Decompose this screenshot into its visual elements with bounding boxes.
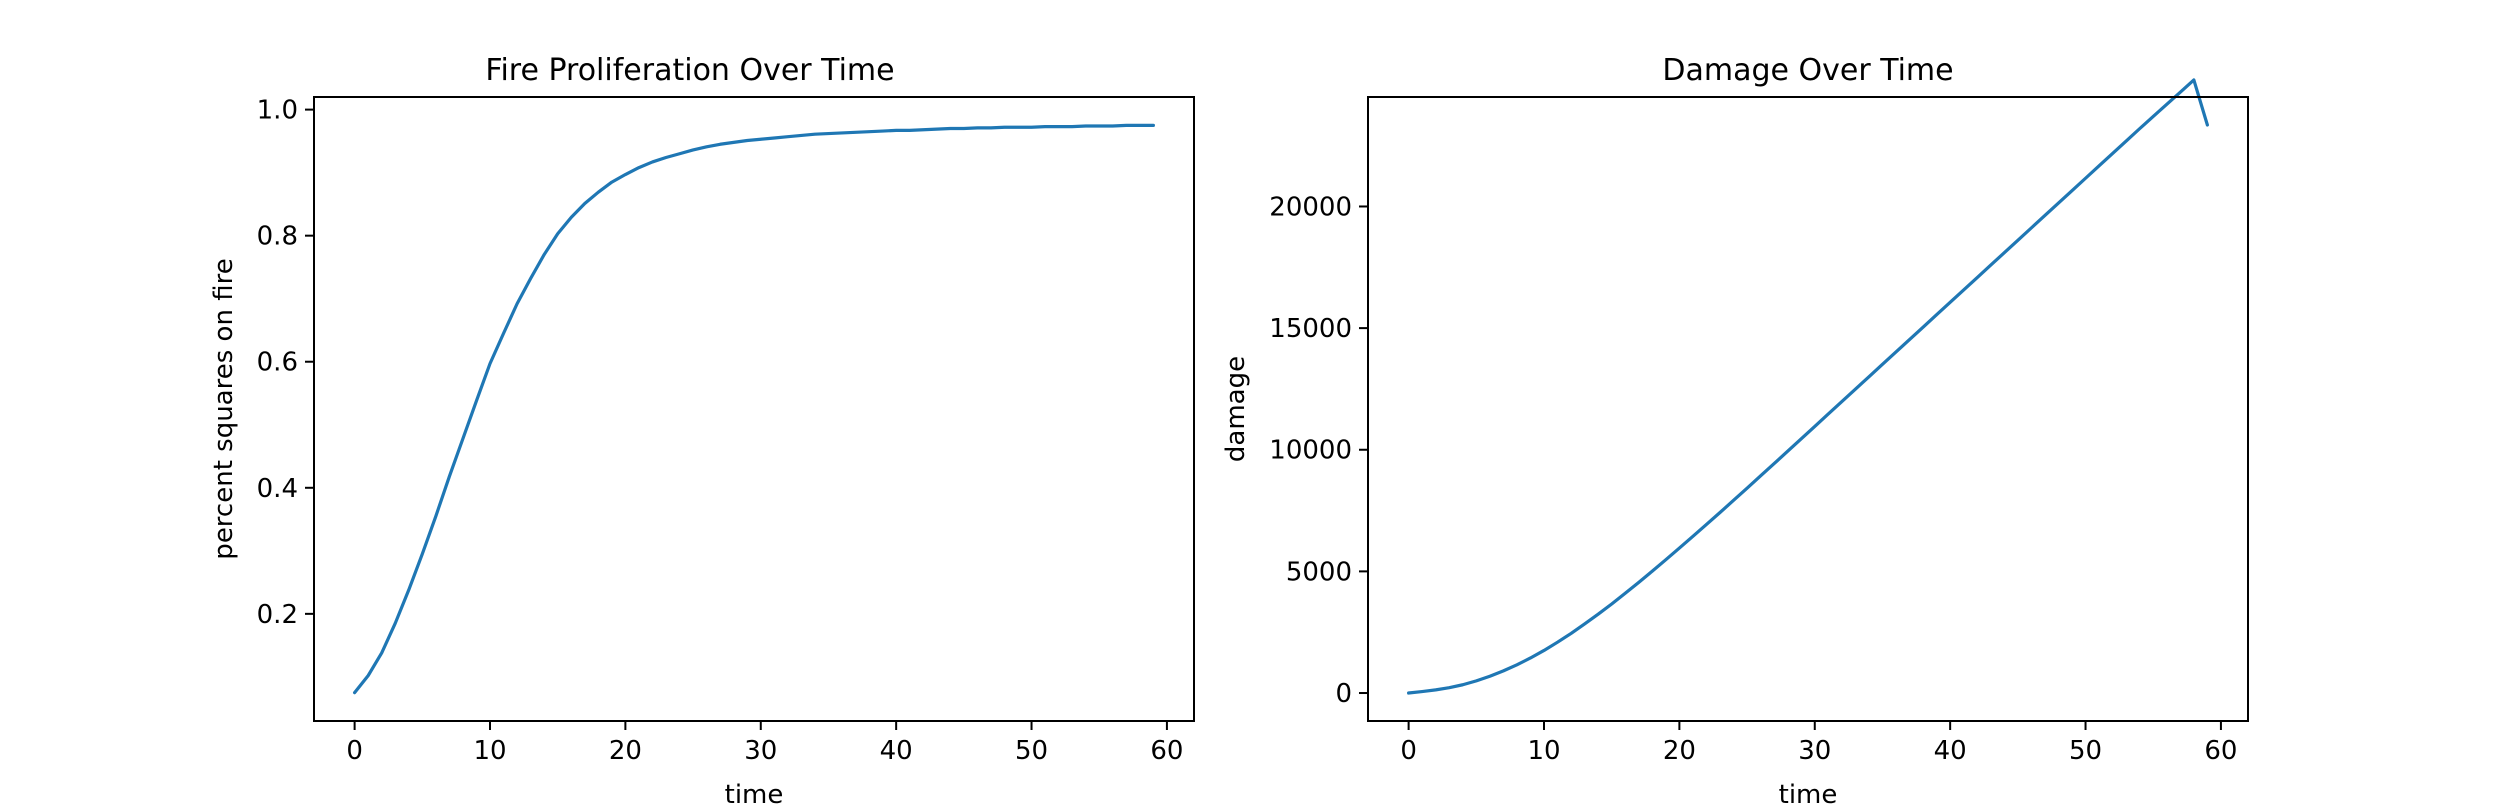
damage-xtick-label: 40 bbox=[1934, 736, 1967, 766]
damage-xtick-label: 50 bbox=[2069, 736, 2102, 766]
damage-ytick-label: 10000 bbox=[1269, 436, 1352, 466]
fire-proliferation-chart: Fire Proliferation Over Time 0 10 20 30 40 50… bbox=[209, 53, 1195, 810]
fire-ytick-label: 1.0 bbox=[257, 96, 298, 126]
damage-ytick-label: 15000 bbox=[1269, 314, 1352, 344]
fire-xtick-label: 50 bbox=[1015, 736, 1048, 766]
damage-chart-title: Damage Over Time bbox=[1662, 53, 1953, 88]
damage-xtick-label: 30 bbox=[1798, 736, 1831, 766]
damage-xtick-label: 0 bbox=[1400, 736, 1417, 766]
fire-ytick-label: 0.4 bbox=[257, 474, 298, 504]
fire-xtick-label: 20 bbox=[609, 736, 642, 766]
damage-chart-frame bbox=[1367, 96, 2249, 722]
damage-chart-xlabel: time bbox=[1779, 780, 1838, 810]
damage-chart-ticks: 0 10 20 30 40 50 60 0 5000 10000 15000 20000 bbox=[1269, 192, 2237, 766]
fire-chart-ylabel: percent squares on fire bbox=[209, 258, 239, 559]
fire-ytick-label: 0.8 bbox=[257, 222, 298, 252]
fire-ytick-label: 0.6 bbox=[257, 348, 298, 378]
fire-xtick-label: 30 bbox=[744, 736, 777, 766]
damage-ytick-label: 20000 bbox=[1269, 192, 1352, 222]
damage-series-line bbox=[1407, 78, 2209, 695]
fire-xtick-label: 40 bbox=[880, 736, 913, 766]
damage-ytick-label: 5000 bbox=[1286, 557, 1352, 587]
fire-ytick-label: 0.2 bbox=[257, 600, 298, 630]
fire-chart-ticks: 0 10 20 30 40 50 60 0.2 0.4 0.6 0.8 1.0 bbox=[257, 96, 1184, 766]
damage-ytick-label: 0 bbox=[1335, 679, 1352, 709]
damage-xtick-label: 10 bbox=[1527, 736, 1560, 766]
damage-xtick-label: 60 bbox=[2204, 736, 2237, 766]
fire-xtick-label: 0 bbox=[346, 736, 363, 766]
fire-chart-frame bbox=[313, 96, 1195, 722]
fire-series-line bbox=[353, 123, 1155, 695]
damage-xtick-label: 20 bbox=[1663, 736, 1696, 766]
fire-chart-title: Fire Proliferation Over Time bbox=[485, 53, 894, 88]
damage-chart: Damage Over Time 0 10 20 30 40 50 60 0 5000 10000… bbox=[1221, 53, 2249, 810]
damage-chart-ylabel: damage bbox=[1221, 356, 1251, 462]
fire-xtick-label: 60 bbox=[1150, 736, 1183, 766]
fire-xtick-label: 10 bbox=[473, 736, 506, 766]
fire-chart-xlabel: time bbox=[725, 780, 784, 810]
